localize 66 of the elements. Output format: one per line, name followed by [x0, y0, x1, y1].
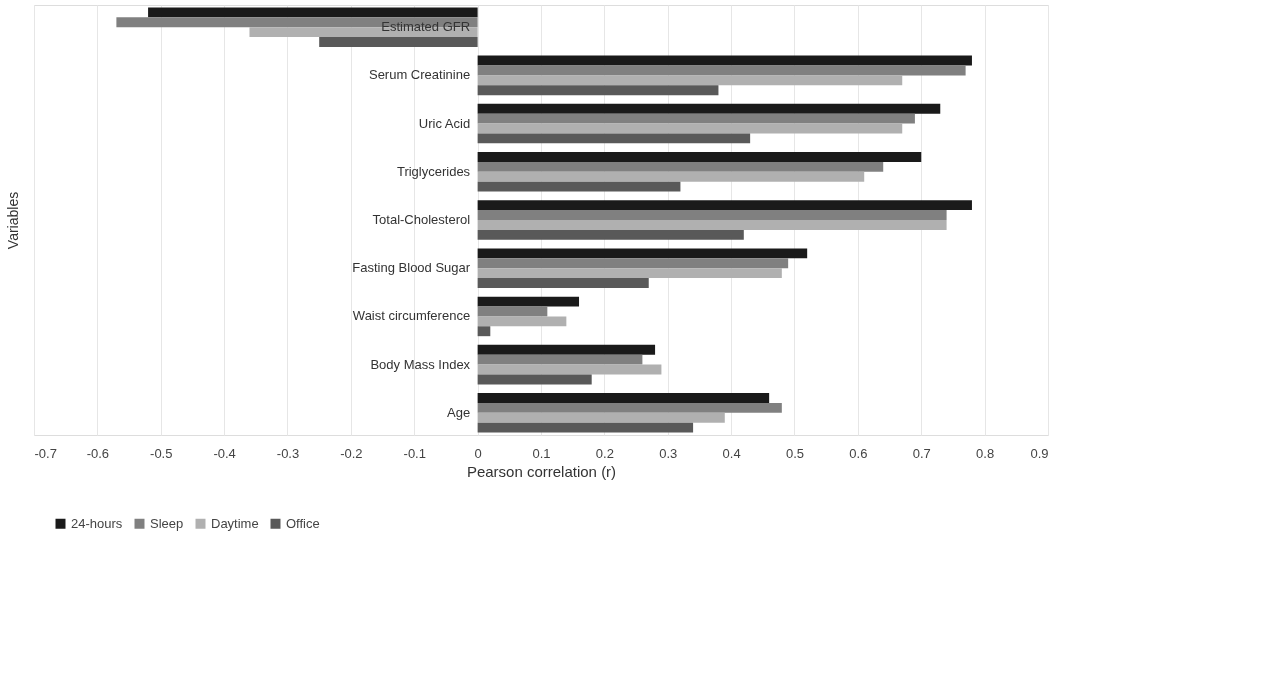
bar: [477, 103, 941, 114]
bar: [477, 402, 782, 413]
bar: [477, 133, 751, 144]
bar: [477, 278, 649, 288]
x-tick-label: 0.5: [785, 445, 805, 461]
bar: [477, 113, 915, 124]
bar: [477, 152, 922, 162]
bar: [477, 248, 808, 259]
bar: [477, 200, 972, 211]
bar: [319, 37, 478, 47]
x-tick-label: 0.7: [912, 445, 931, 461]
y-tick-label: Serum Creatinine: [368, 67, 471, 83]
legend-label: Sleep: [150, 515, 184, 531]
x-axis-title: Pearson correlation (r): [466, 462, 617, 480]
x-tick-label: 0.4: [722, 445, 741, 461]
bar: [477, 296, 580, 307]
bar: [477, 326, 491, 337]
legend-label: Daytime: [211, 515, 259, 531]
bar: [477, 210, 947, 220]
legend-label: Office: [286, 515, 320, 531]
y-axis-title: Variables: [4, 191, 21, 250]
bar: [148, 7, 478, 18]
bar: [477, 258, 789, 269]
y-tick-label: Estimated GFR: [381, 19, 471, 35]
y-tick-label: Triglycerides: [396, 163, 471, 179]
bar: [477, 85, 719, 96]
x-tick-label: 0.1: [532, 445, 551, 461]
bar: [477, 220, 947, 230]
bar: [477, 354, 643, 365]
x-tick-label: -0.6: [86, 445, 110, 461]
bar: [477, 161, 884, 172]
y-tick-label: Uric Acid: [418, 115, 471, 131]
legend-label: 24-hours: [71, 515, 123, 531]
bar: [477, 344, 656, 355]
bar: [477, 374, 592, 385]
bar: [477, 412, 725, 423]
bar: [477, 123, 903, 134]
y-tick-label: Waist circumference: [352, 308, 471, 324]
x-tick-label: 0: [474, 445, 482, 461]
bar: [477, 65, 966, 76]
x-tick-label: 0.2: [595, 445, 614, 461]
x-tick-label: -0.3: [276, 445, 300, 461]
bar: [477, 55, 972, 66]
bar: [477, 181, 681, 192]
x-tick-label: -0.7: [34, 445, 57, 461]
y-tick-label: Body Mass Index: [370, 356, 471, 372]
y-tick-label: Age: [446, 404, 471, 420]
bar: [477, 364, 662, 375]
bar: [477, 306, 548, 317]
bar: [477, 268, 782, 279]
y-tick-label: Total-Cholesterol: [372, 212, 471, 227]
x-tick-label: -0.1: [403, 445, 426, 461]
y-tick-label: Fasting Blood Sugar: [352, 260, 471, 276]
x-tick-label: 0.9: [1030, 445, 1049, 461]
bar: [477, 229, 744, 240]
bar: [477, 422, 694, 433]
bar: [477, 316, 567, 327]
x-tick-label: 0.8: [976, 445, 995, 461]
x-tick-label: 0.3: [659, 445, 678, 461]
bar: [477, 393, 770, 403]
x-tick-label: -0.4: [213, 445, 236, 461]
bar: [477, 75, 903, 86]
bar: [477, 171, 865, 182]
x-tick-label: 0.6: [849, 445, 868, 461]
x-tick-label: -0.5: [150, 445, 173, 461]
x-tick-label: -0.2: [340, 445, 363, 461]
